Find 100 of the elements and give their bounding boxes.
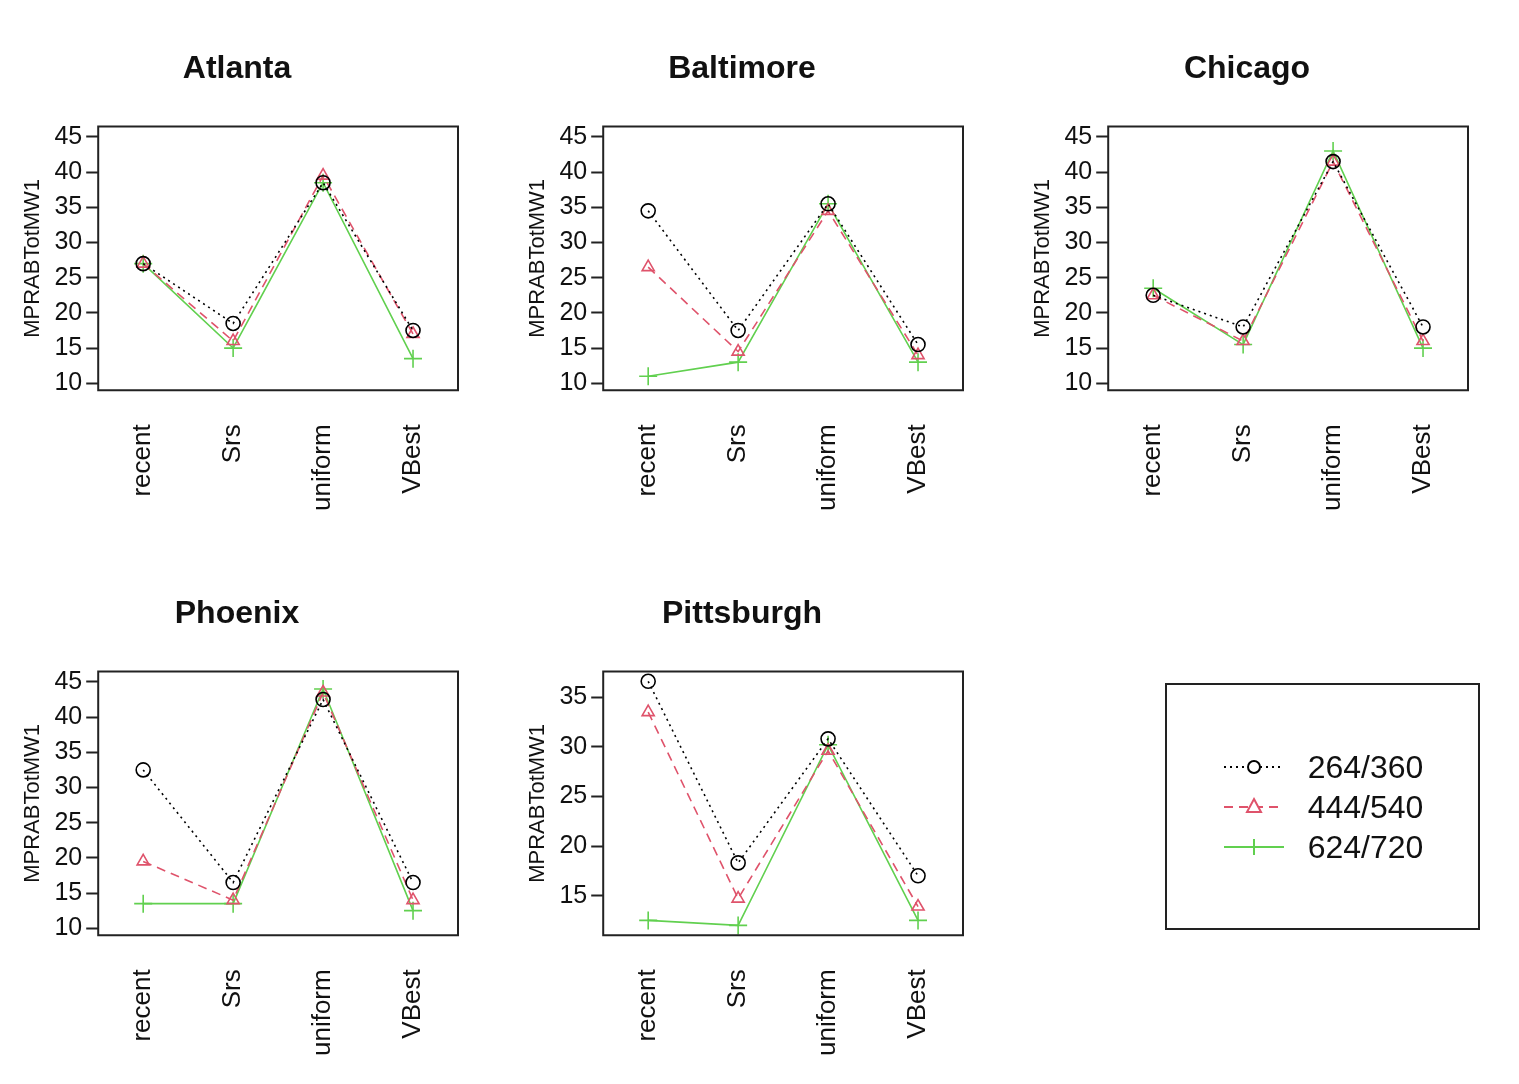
chart-title: Pittsburgh [662,594,822,631]
y-tick-label: 20 [559,296,588,325]
point [136,853,151,866]
y-axis-title: MPRABTotMW1 [19,723,45,883]
x-tick-label: uniform [306,424,337,512]
point [640,673,656,690]
chart-title: Phoenix [174,594,300,631]
y-tick-label: 20 [54,296,83,325]
point [640,203,656,219]
y-tick-label: 25 [54,806,83,835]
point [821,203,835,216]
y-tick-label: 15 [54,331,83,360]
y-tick-label: 40 [559,156,588,185]
point [1416,333,1430,346]
y-tick-label: 15 [54,876,83,905]
y-tick-label: 10 [54,367,83,396]
point [225,315,241,332]
point [406,326,420,339]
y-tick-label: 25 [54,261,83,290]
point [1145,287,1161,304]
y-tick-label: 25 [559,780,588,809]
point [223,338,243,358]
point [908,352,928,372]
point [910,336,926,353]
point [641,259,656,272]
point [136,255,151,268]
point [135,762,151,778]
y-tick-label: 40 [1064,156,1093,185]
legend-label: 264/360 [1307,747,1424,787]
y-tick-label: 25 [559,261,588,290]
y-tick-label: 40 [54,701,83,730]
point [316,684,330,697]
y-tick-label: 30 [559,730,588,759]
chart-title: Chicago [1183,49,1311,86]
point [728,352,748,372]
point [1415,319,1431,335]
y-tick-label: 35 [54,191,83,220]
y-tick-label: 30 [54,226,83,255]
point [226,333,240,346]
point [1236,333,1250,346]
x-tick-label: Srs [216,969,247,1009]
legend-label: 444/540 [1307,787,1424,827]
chart-title: Atlanta [182,49,292,86]
y-axis-title: MPRABTotMW1 [1029,178,1055,338]
y-tick-label: 15 [559,331,588,360]
point [728,915,748,936]
x-tick-label: recent [126,968,157,1042]
x-tick-label: Srs [216,424,247,464]
y-tick-label: 45 [559,120,588,149]
y-tick-label: 35 [559,681,588,710]
point [405,874,421,891]
y-axis-title: MPRABTotMW1 [19,178,45,338]
point [731,343,745,356]
point [638,366,658,387]
point [821,742,835,756]
y-tick-label: 15 [1064,331,1093,360]
point [1143,278,1163,299]
y-tick-label: 10 [1064,367,1093,396]
point [403,900,423,921]
y-tick-label: 20 [559,829,588,858]
point [223,893,243,914]
point [225,874,241,891]
y-axis-title: MPRABTotMW1 [524,178,550,338]
x-tick-label: VBest [396,423,427,494]
point [133,893,153,914]
x-tick-label: recent [1136,423,1167,497]
y-tick-label: 15 [559,879,588,908]
x-tick-label: Srs [721,424,752,464]
y-tick-label: 10 [54,912,83,941]
point [820,731,836,747]
point [406,892,420,905]
point [1413,338,1433,358]
x-tick-label: recent [126,423,157,497]
point [1233,334,1253,355]
x-tick-label: Srs [1226,424,1257,464]
x-tick-label: VBest [396,968,427,1039]
point [638,910,658,931]
point [1323,141,1343,161]
x-tick-label: uniform [306,969,337,1057]
y-tick-label: 35 [1064,191,1093,220]
point [315,691,331,708]
y-tick-label: 10 [559,367,588,396]
y-tick-label: 30 [54,771,83,800]
point [226,892,240,905]
y-tick-label: 35 [54,736,83,765]
point [1326,153,1340,166]
point [1325,153,1341,170]
y-tick-label: 20 [54,841,83,870]
x-tick-label: VBest [1406,423,1437,494]
y-tick-label: 30 [1064,226,1093,255]
y-tick-label: 25 [1064,261,1093,290]
point [911,347,925,360]
x-tick-label: uniform [811,969,842,1057]
y-tick-label: 20 [1064,296,1093,325]
point [641,704,656,717]
y-tick-label: 30 [559,226,588,255]
x-tick-label: uniform [811,424,842,512]
point [316,167,330,180]
y-tick-label: 40 [54,156,83,185]
point [403,348,423,369]
